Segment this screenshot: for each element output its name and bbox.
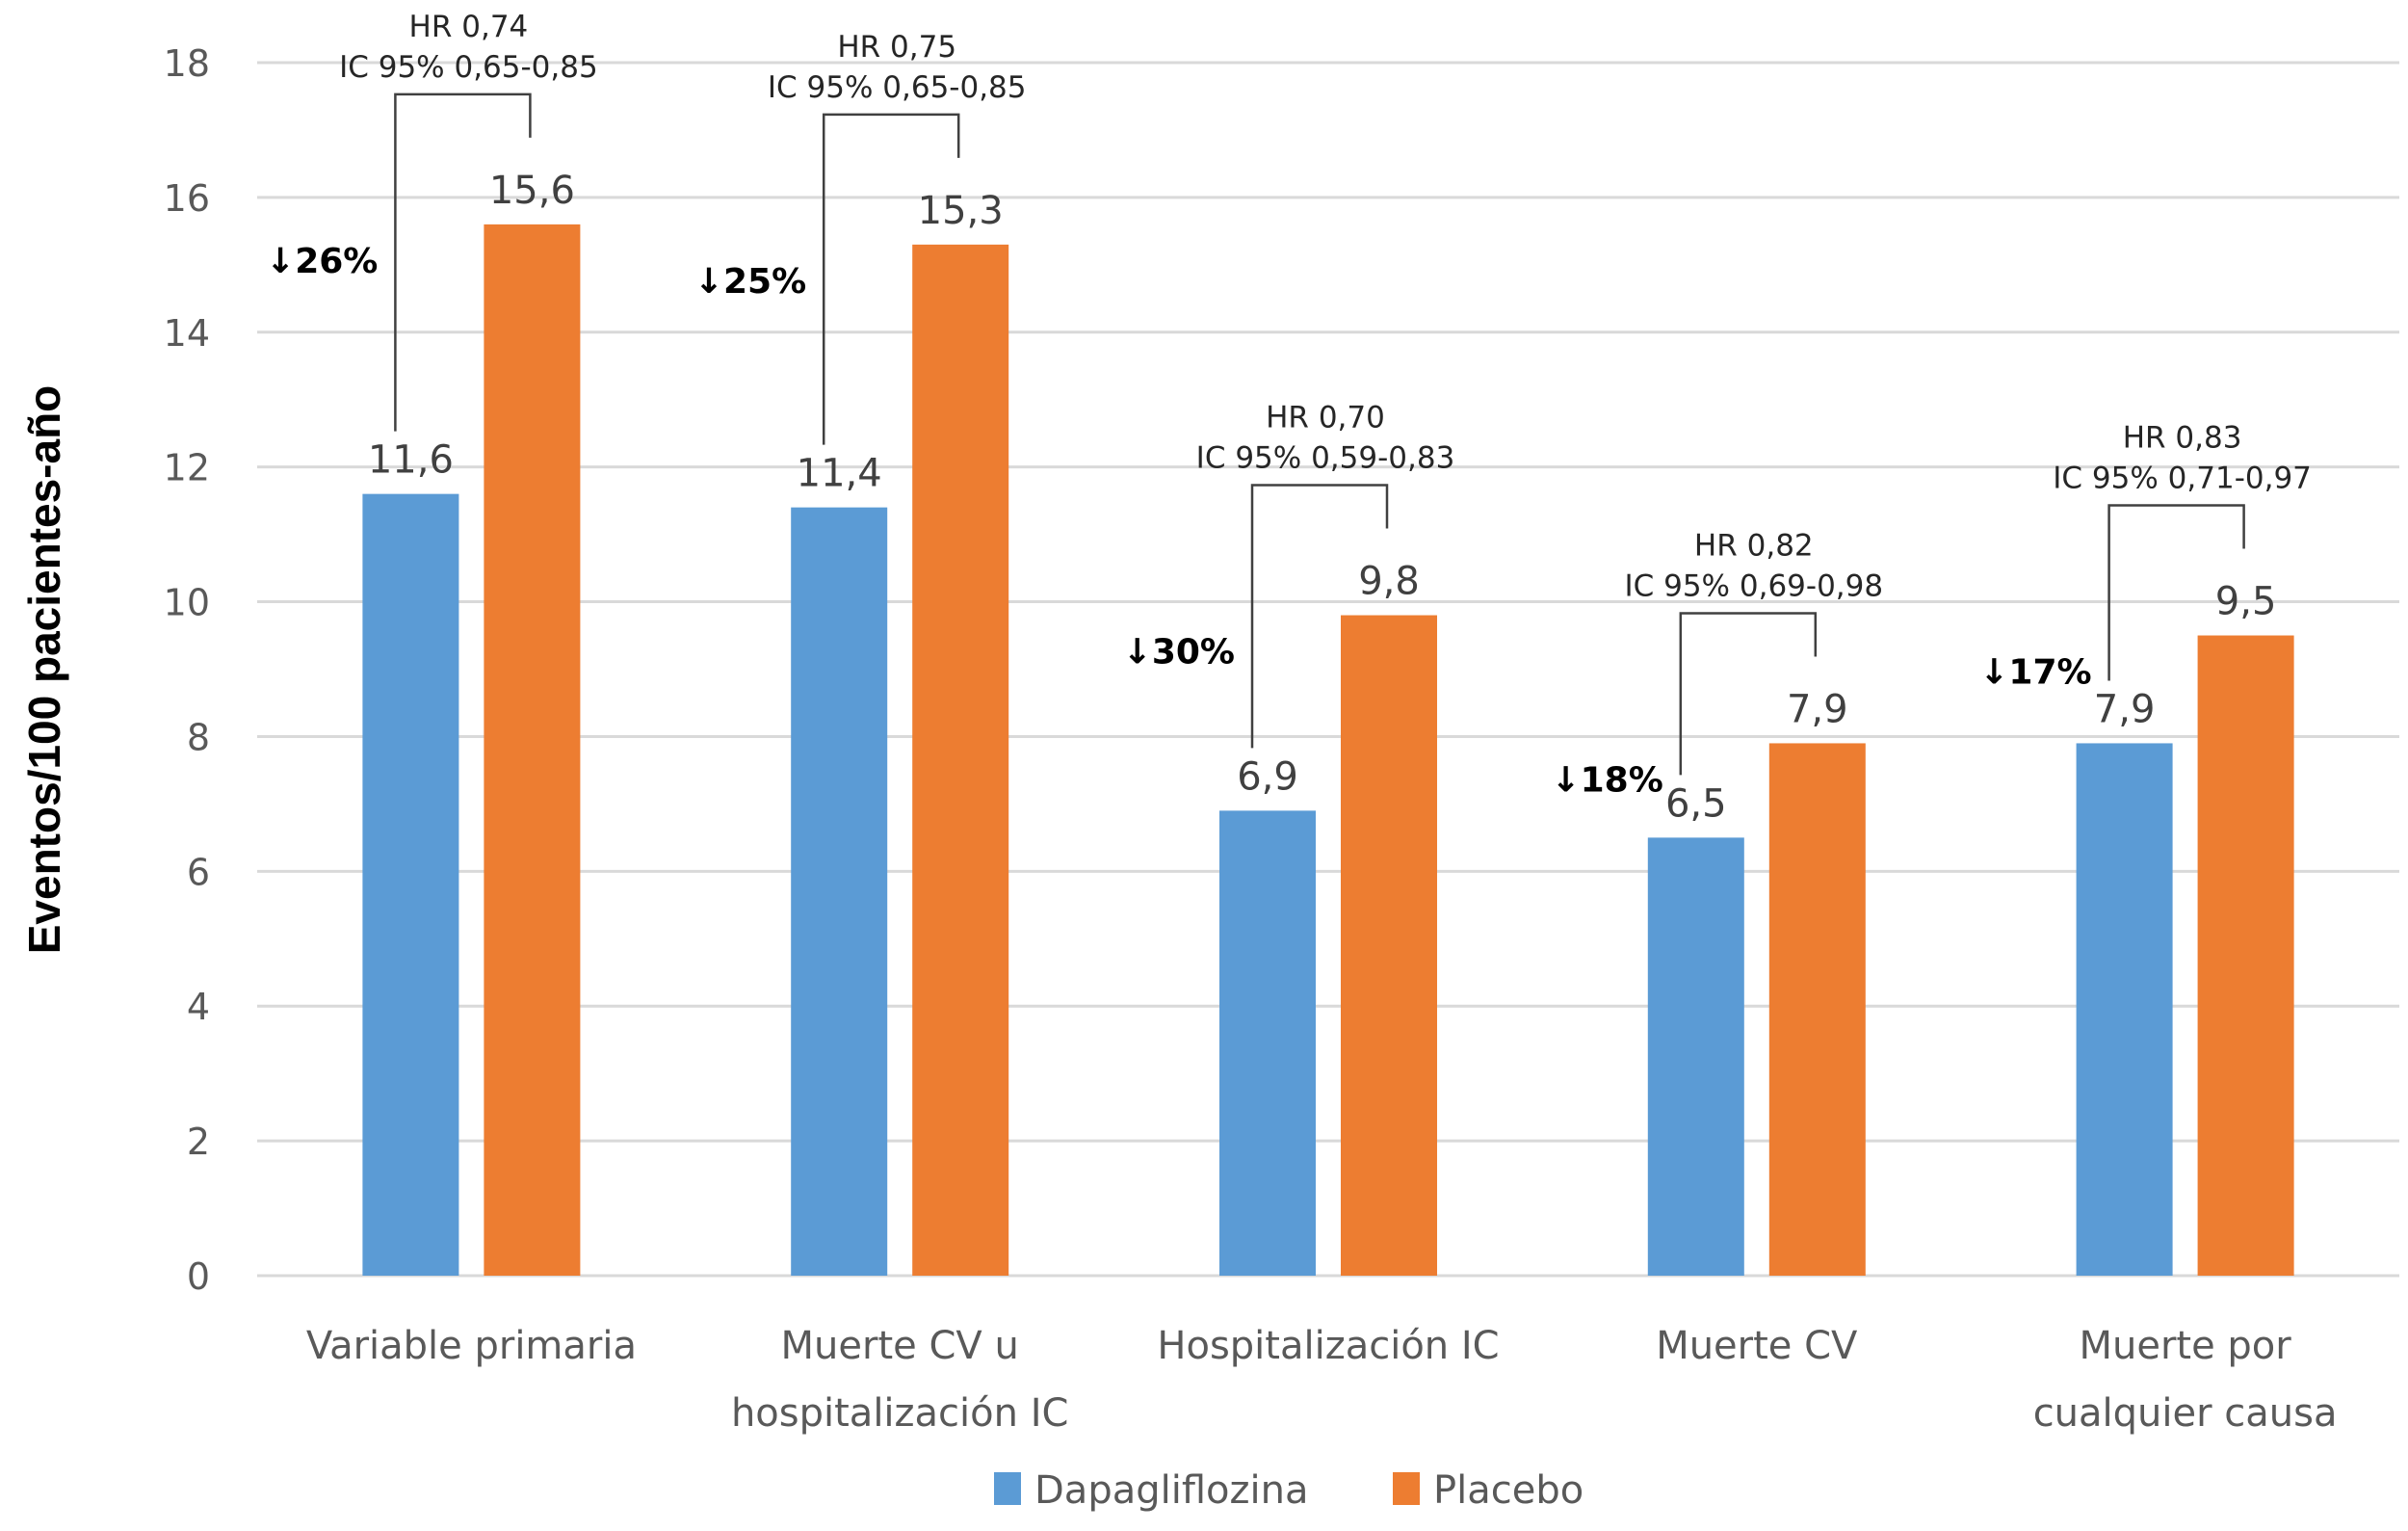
bar-dapagliflozina [1647,837,1744,1276]
y-axis-ticks: 0 2 4 6 8 10 12 14 16 18 [164,42,210,1298]
hazard-ratio-label: HR 0,70 [1266,401,1385,436]
risk-reduction-label: ↓30% [1123,633,1235,673]
data-label: 9,5 [2215,580,2277,624]
data-label: 7,9 [1787,687,1848,731]
data-label: 11,4 [797,452,882,496]
legend-swatch [994,1472,1021,1505]
bar-dapagliflozina [791,507,888,1276]
risk-reduction-label: ↓26% [266,242,378,281]
data-label: 7,9 [2094,687,2156,731]
confidence-interval-label: IC 95% 0,65-0,85 [768,70,1027,105]
annotation-group: HR 0,82 IC 95% 0,69-0,98 ↓18% [1551,528,1883,800]
y-tick-label: 12 [164,447,210,489]
y-axis-label: Eventos/100 pacientes-año [19,385,69,955]
annotation-group: HR 0,83 IC 95% 0,71-0,97 ↓17% [1979,421,2312,693]
y-tick-label: 10 [164,582,210,624]
data-label: 6,5 [1665,781,1727,826]
data-label: 15,3 [918,189,1004,233]
x-category-label: Variable primaria [306,1324,637,1368]
bars [362,224,2294,1277]
confidence-interval-label: IC 95% 0,65-0,85 [339,50,598,85]
y-tick-label: 8 [187,716,210,758]
y-tick-label: 16 [164,177,210,220]
data-label: 9,8 [1358,560,1420,604]
annotation-group: HR 0,75 IC 95% 0,65-0,85 ↓25% [694,30,1027,445]
bar-placebo [2197,635,2294,1276]
x-axis-categories: Variable primaria Muerte CV u hospitalizac… [306,1324,2338,1436]
bar-dapagliflozina [362,493,459,1276]
legend-label: Dapagliflozina [1034,1468,1308,1513]
bar-dapagliflozina [1219,810,1316,1276]
hazard-ratio-label: HR 0,75 [837,30,956,65]
y-tick-label: 2 [187,1121,210,1163]
x-category-label: Hospitalización IC [1157,1324,1499,1368]
comparison-bracket [1679,612,1818,776]
risk-reduction-label: ↓25% [694,262,806,302]
y-tick-label: 14 [164,312,210,355]
annotation-group: HR 0,70 IC 95% 0,59-0,83 ↓30% [1123,401,1455,749]
data-label: 15,6 [489,169,575,213]
data-label: 6,9 [1237,754,1298,799]
legend-swatch [1393,1472,1420,1505]
x-category-label: cualquier causa [2033,1391,2338,1436]
legend-label: Placebo [1433,1468,1584,1513]
legend: Dapagliflozina Placebo [994,1468,1584,1513]
x-category-label: Muerte CV [1656,1324,1858,1368]
y-tick-label: 4 [187,986,210,1028]
y-tick-label: 18 [164,42,210,85]
bar-dapagliflozina [2076,743,2173,1276]
confidence-interval-label: IC 95% 0,69-0,98 [1624,568,1883,603]
risk-reduction-label: ↓17% [1979,653,2091,693]
data-label: 11,6 [368,438,454,483]
x-category-label: Muerte CV u [781,1324,1019,1368]
legend-item-placebo: Placebo [1393,1468,1584,1513]
bar-placebo [912,244,1009,1277]
bar-placebo [1341,615,1437,1276]
comparison-bracket [394,92,532,432]
hazard-ratio-label: HR 0,82 [1694,528,1814,563]
risk-reduction-label: ↓18% [1551,760,1662,800]
confidence-interval-label: IC 95% 0,59-0,83 [1196,441,1455,476]
comparison-bracket [1250,484,1389,749]
x-category-label: hospitalización IC [731,1391,1068,1436]
y-tick-label: 0 [187,1255,210,1298]
annotation-group: HR 0,74 IC 95% 0,65-0,85 ↓26% [266,10,598,432]
gridlines [257,61,2399,1278]
confidence-interval-label: IC 95% 0,71-0,97 [2053,462,2312,496]
comparison-bracket [822,113,960,445]
hazard-ratio-label: HR 0,83 [2123,421,2242,456]
comparison-bracket [2107,504,2245,681]
legend-item-dapagliflozina: Dapagliflozina [994,1468,1308,1513]
bar-placebo [484,224,581,1276]
y-tick-label: 6 [187,851,210,893]
data-labels: 11,6 15,6 11,4 15,3 6,9 9,8 6,5 7,9 7,9 9,5 [368,169,2277,826]
hazard-ratio-label: HR 0,74 [409,10,529,44]
hr-annotations: HR 0,74 IC 95% 0,65-0,85 ↓26% HR 0,75 IC 95%… [266,10,2312,801]
x-category-label: Muerte por [2079,1324,2291,1368]
bar-placebo [1768,743,1866,1276]
